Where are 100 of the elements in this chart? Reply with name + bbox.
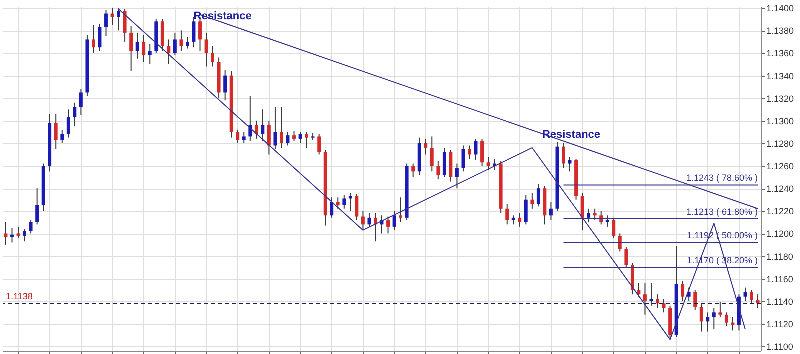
- candlestick: [348, 192, 352, 212]
- candlestick: [524, 194, 528, 226]
- candlestick: [136, 32, 140, 60]
- candlestick: [148, 44, 152, 66]
- candlestick: [474, 138, 478, 161]
- candlestick: [518, 212, 522, 228]
- candlestick: [530, 192, 534, 210]
- candlestick: [687, 287, 691, 302]
- candlestick: [468, 145, 472, 160]
- candlestick: [712, 308, 716, 330]
- candlestick: [54, 114, 58, 150]
- y-tick-label: 1.1320: [766, 94, 794, 104]
- candlestick: [462, 145, 466, 172]
- candlestick: [224, 70, 228, 102]
- candlestick: [512, 215, 516, 226]
- annotation: Resistance: [542, 129, 601, 142]
- y-tick-label: 1.1140: [766, 296, 794, 307]
- candlestick: [10, 228, 14, 244]
- series-label: 1.1213 ( 61.80% ): [686, 207, 758, 218]
- candlestick: [724, 312, 728, 327]
- candlestick: [606, 215, 610, 228]
- candlestick: [104, 10, 108, 37]
- candlestick: [536, 184, 540, 208]
- y-tick-label: 1.1100: [766, 342, 794, 352]
- y-tick-label: 1.1260: [766, 162, 794, 172]
- candlestick: [305, 132, 309, 148]
- candlestick: [123, 8, 127, 42]
- y-tick-label: 1.1300: [766, 116, 794, 126]
- candlestick: [700, 303, 704, 332]
- candlestick: [167, 39, 171, 66]
- candlestick: [612, 217, 616, 239]
- candlestick: [731, 316, 735, 332]
- candlestick: [23, 228, 26, 242]
- y-tick-label: 1.1220: [766, 206, 794, 217]
- candlestick: [600, 210, 604, 226]
- candlestick: [117, 8, 121, 32]
- candlestick: [412, 163, 416, 178]
- candlestick: [336, 197, 340, 210]
- candlestick: [706, 312, 710, 332]
- y-tick-label: 1.1160: [766, 274, 794, 284]
- candlestick: [637, 282, 641, 298]
- candlestick: [267, 120, 271, 156]
- y-tick-label: 1.1380: [766, 26, 794, 36]
- candlestick: [236, 129, 240, 144]
- candlestick: [430, 136, 434, 172]
- candlestick: [455, 163, 459, 190]
- candlestick: [180, 30, 184, 52]
- y-tick-label: 1.1120: [766, 319, 794, 330]
- candlestick: [36, 188, 40, 226]
- candlestick: [562, 142, 566, 169]
- y-tick-label: 1.1200: [766, 229, 794, 240]
- candlestick: [643, 282, 647, 316]
- candlestick: [368, 212, 372, 228]
- candlestick: [681, 280, 685, 302]
- y-tick-label: 1.1340: [766, 71, 794, 82]
- candlestick: [656, 294, 660, 309]
- candlestick: [16, 226, 20, 239]
- candlestick: [618, 233, 622, 252]
- candlestick: [292, 130, 296, 142]
- series-label: 1.1243 ( 78.60% ): [686, 173, 758, 184]
- candlestick: [242, 132, 246, 144]
- candlestick: [361, 210, 365, 231]
- candlestick: [424, 138, 428, 156]
- candlestick: [66, 109, 70, 138]
- candlestick: [318, 134, 322, 156]
- candlestick: [436, 161, 440, 180]
- ref-line-label: 1.1138: [6, 292, 33, 302]
- candlestick: [29, 220, 33, 234]
- candlestick: [186, 36, 190, 50]
- candlestick: [330, 197, 334, 218]
- candlestick: [718, 302, 722, 318]
- candlestick: [624, 246, 628, 268]
- candlestick: [211, 46, 215, 68]
- candlestick: [694, 290, 698, 311]
- candlestick: [355, 194, 359, 221]
- candlestick: [261, 109, 265, 142]
- candlestick: [750, 290, 754, 304]
- candlestick: [480, 138, 484, 167]
- candlestick: [342, 194, 346, 210]
- candlestick: [593, 208, 597, 221]
- candlestick: [486, 156, 490, 172]
- candlestick: [506, 204, 510, 226]
- candlestick: [142, 34, 146, 63]
- y-tick-label: 1.1240: [766, 184, 794, 194]
- candlestick: [79, 88, 83, 116]
- candlestick: [650, 282, 654, 306]
- candlestick: [280, 106, 284, 148]
- candlestick: [130, 26, 134, 72]
- candlestick: [254, 120, 258, 140]
- candlestick: [587, 208, 591, 223]
- candlestick: [73, 102, 77, 128]
- y-tick-label: 1.1180: [766, 252, 794, 262]
- candlestick: [580, 192, 584, 231]
- y-tick-label: 1.1280: [766, 138, 794, 149]
- candlestick: [442, 147, 446, 178]
- candlestick: [386, 216, 390, 234]
- candlestick: [399, 197, 403, 223]
- candlestick: [274, 106, 278, 150]
- y-tick-label: 1.1360: [766, 48, 794, 59]
- candlestick: [173, 32, 177, 56]
